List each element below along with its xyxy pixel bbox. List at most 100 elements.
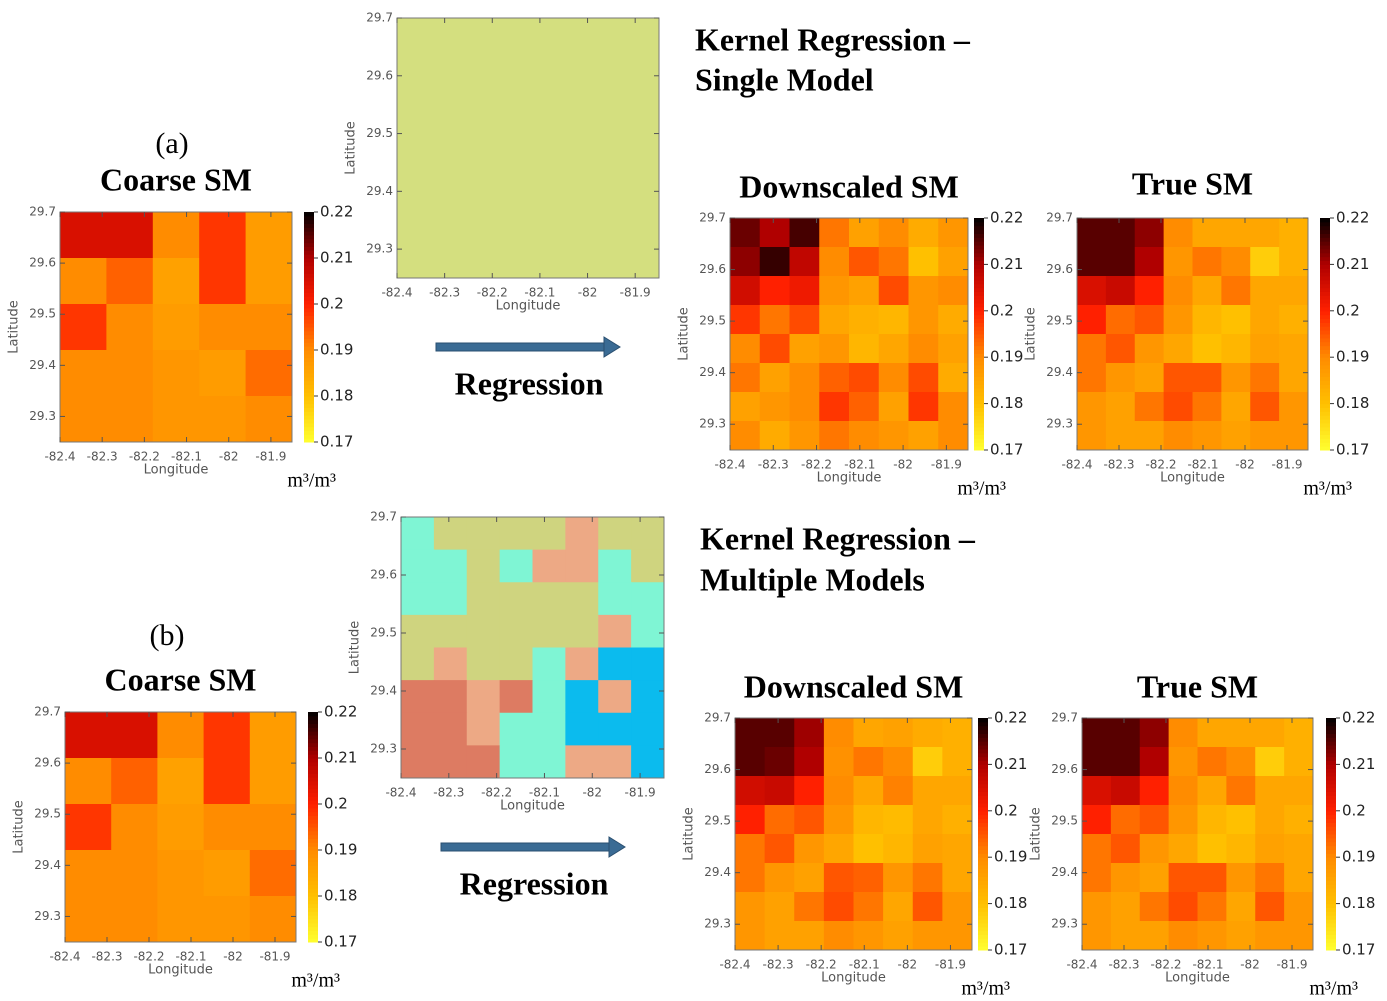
cell: [1077, 334, 1107, 364]
x-tick-label: -82.2: [806, 958, 837, 972]
colorbar-segment: [1320, 268, 1330, 273]
cell: [794, 892, 825, 922]
cell: [433, 745, 468, 779]
colorbar-segment: [308, 884, 318, 889]
method-title: Kernel Regression –: [700, 520, 976, 556]
colorbar-segment: [308, 715, 318, 721]
arrow: [435, 336, 626, 858]
colorbar-segment: [308, 899, 318, 905]
colorbar-segment: [978, 888, 988, 893]
colorbar-segment: [308, 723, 318, 728]
cell: [908, 305, 939, 335]
colorbar-segment: [1326, 884, 1336, 889]
colorbar-segment: [308, 750, 318, 755]
x-tick-label: -82: [893, 458, 913, 472]
colorbar-segment: [978, 745, 988, 750]
cell: [735, 718, 766, 748]
colorbar-segment: [978, 880, 988, 885]
colorbar-segment: [974, 276, 984, 281]
colorbar-segment: [1326, 853, 1336, 858]
colorbar-segment: [974, 330, 984, 335]
colorbar-segment: [1326, 845, 1336, 850]
x-axis-label: Longitude: [148, 963, 213, 978]
cell: [1082, 718, 1112, 748]
cell: [1226, 718, 1256, 748]
cell: [499, 517, 533, 551]
x-tick-label: -82.2: [481, 786, 512, 800]
colorbar-segment: [1326, 756, 1336, 762]
cell: [565, 647, 599, 681]
colorbar-segment: [1320, 415, 1330, 420]
cell: [912, 834, 943, 864]
cell: [157, 758, 205, 805]
x-tick-label: -82: [219, 450, 239, 464]
cell: [1077, 305, 1107, 335]
cell: [1279, 218, 1309, 248]
cell: [499, 614, 533, 648]
colorbar-tick-label: 0.17: [990, 441, 1023, 459]
cell: [466, 647, 501, 681]
colorbar-segment: [1320, 245, 1330, 250]
colorbar-segment: [308, 761, 318, 767]
cell: [878, 392, 909, 422]
colorbar-segment: [308, 712, 318, 717]
colorbar-segment: [1320, 233, 1330, 238]
colorbar-segment: [978, 822, 988, 827]
y-tick-label: 29.4: [29, 358, 56, 372]
x-tick-label: -82: [1240, 958, 1260, 972]
cell: [912, 718, 943, 748]
colorbar-segment: [308, 781, 318, 786]
colorbar-segment: [304, 311, 314, 316]
cell: [789, 247, 820, 277]
colorbar-segment: [1320, 434, 1330, 439]
cell: [1221, 421, 1251, 451]
colorbar-segment: [1320, 330, 1330, 335]
x-tick-label: -82.2: [133, 950, 164, 964]
colorbar-segment: [974, 434, 984, 439]
colorbar-segment: [304, 265, 314, 270]
cell: [730, 421, 761, 451]
cell: [466, 582, 501, 616]
cell: [764, 747, 795, 777]
colorbar-segment: [974, 318, 984, 323]
cell: [1279, 334, 1309, 364]
colorbar-segment: [978, 892, 988, 897]
colorbar-segment: [974, 368, 984, 374]
arrow-label: Regression: [460, 865, 609, 901]
colorbar-segment: [304, 235, 314, 240]
colorbar-tick-label: 0.19: [320, 341, 353, 359]
colorbar-segment: [1326, 799, 1336, 804]
colorbar-segment: [1326, 880, 1336, 885]
cell: [764, 776, 795, 806]
cell: [942, 921, 973, 951]
cell: [1197, 805, 1227, 835]
x-tick-label: -82.4: [44, 450, 75, 464]
cell: [908, 363, 939, 393]
cell: [849, 363, 880, 393]
colorbar-segment: [308, 888, 318, 893]
y-tick-label: 29.7: [1051, 711, 1078, 725]
colorbar-segment: [1326, 930, 1336, 936]
colorbar-segment: [308, 754, 318, 759]
colorbar-segment: [974, 380, 984, 385]
cell: [111, 896, 158, 943]
cell: [111, 804, 158, 851]
colorbar-segment: [1320, 442, 1330, 447]
x-axis-label: Longitude: [1160, 471, 1225, 486]
x-tick-label: -82.4: [49, 950, 80, 964]
y-tick-label: 29.7: [699, 211, 726, 225]
colorbar-segment: [308, 804, 318, 809]
colorbar-segment: [1326, 872, 1336, 878]
colorbar-segment: [308, 934, 318, 939]
colorbar-segment: [978, 733, 988, 738]
cell: [532, 680, 566, 714]
colorbar-tick-label: 0.22: [990, 209, 1023, 227]
cell: [1250, 392, 1280, 422]
colorbar-tick-label: 0.2: [1336, 301, 1360, 319]
x-tick-label: -82.1: [844, 458, 875, 472]
cell: [249, 758, 297, 805]
colorbar-label: m³/m³: [287, 470, 336, 492]
method-title: Kernel Regression –: [695, 21, 971, 57]
method-title: Single Model: [695, 61, 874, 97]
cell: [598, 614, 632, 648]
